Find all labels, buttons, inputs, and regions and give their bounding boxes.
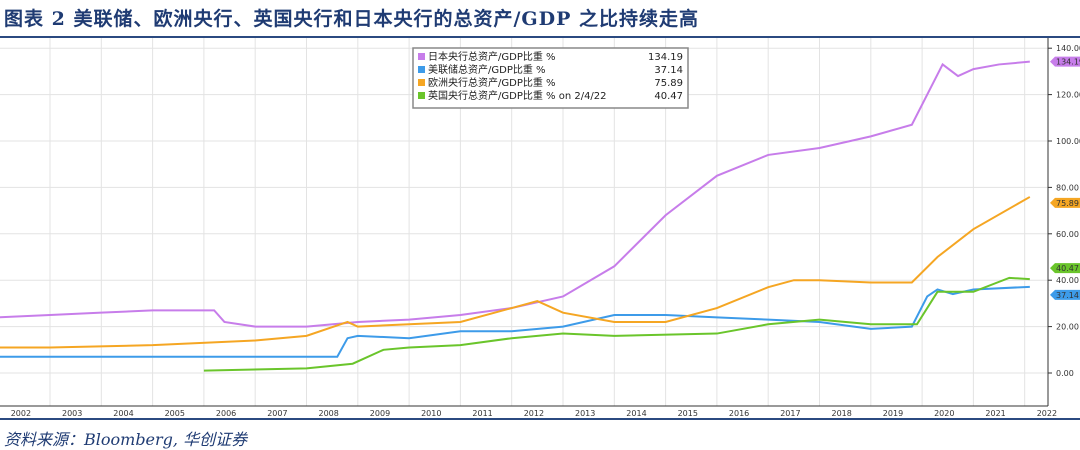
x-tick-label: 2002 xyxy=(11,409,31,418)
x-tick-label: 2015 xyxy=(678,409,698,418)
legend-label: 日本央行总资产/GDP比重 % xyxy=(428,50,556,63)
title-divider xyxy=(0,36,1080,38)
value-tag-label-1: 37.14 xyxy=(1056,291,1079,300)
x-tick-label: 2011 xyxy=(472,409,492,418)
x-tick-label: 2003 xyxy=(62,409,82,418)
series-line-1 xyxy=(0,285,1030,358)
legend-value: 134.19 xyxy=(648,52,683,63)
legend-value: 40.47 xyxy=(654,91,683,102)
source-note: 资料来源：Bloomberg, 华创证券 xyxy=(4,430,248,449)
x-tick-label: 2004 xyxy=(113,409,133,418)
legend-box xyxy=(412,47,689,109)
chart: 0.00 20.00 40.00 60.00 80.00 100.00 120.00 140.… xyxy=(0,38,1080,418)
series-line-3 xyxy=(203,276,1030,372)
figure-title: 图表 2 美联储、欧洲央行、英国央行和日本央行的总资产/GDP 之比持续走高 xyxy=(4,8,699,30)
y-tick-label: 100.00 xyxy=(1056,137,1080,146)
y-tick-label: 140.00 xyxy=(1056,44,1080,53)
series-line-0 xyxy=(0,60,1030,328)
value-tag-0 xyxy=(1050,56,1080,67)
x-tick-label: 2010 xyxy=(421,409,441,418)
legend-swatch xyxy=(418,66,425,73)
legend-label: 英国央行总资产/GDP比重 % on 2/4/22 xyxy=(428,89,607,102)
value-tag-label-0: 134.19 xyxy=(1056,58,1080,67)
y-tick-label: 0.00 xyxy=(1056,369,1074,378)
y-tick-label: 40.00 xyxy=(1056,276,1079,285)
value-tag-3 xyxy=(1050,263,1080,274)
x-tick-label: 2022 xyxy=(1037,409,1057,418)
y-tick-label: 20.00 xyxy=(1056,323,1079,332)
legend-swatch xyxy=(418,79,425,86)
x-tick-label: 2013 xyxy=(575,409,595,418)
x-tick-label: 2017 xyxy=(780,409,800,418)
value-tag-label-2: 75.89 xyxy=(1056,199,1079,208)
x-tick-label: 2007 xyxy=(267,409,287,418)
value-tag-label-3: 40.47 xyxy=(1056,264,1079,273)
y-tick-label: 80.00 xyxy=(1056,183,1079,192)
y-tick-label: 120.00 xyxy=(1056,91,1080,100)
x-tick-label: 2005 xyxy=(165,409,185,418)
x-tick-label: 2020 xyxy=(934,409,954,418)
x-tick-label: 2016 xyxy=(729,409,749,418)
x-tick-label: 2021 xyxy=(985,409,1005,418)
x-tick-label: 2006 xyxy=(216,409,236,418)
bottom-divider xyxy=(0,418,1080,420)
legend-swatch xyxy=(418,92,425,99)
x-tick-label: 2009 xyxy=(370,409,390,418)
series-line-2 xyxy=(0,196,1031,349)
value-tag-1 xyxy=(1050,289,1080,300)
legend-value: 37.14 xyxy=(654,65,683,76)
y-tick-label: 60.00 xyxy=(1056,230,1079,239)
legend-swatch xyxy=(418,53,425,60)
legend-value: 75.89 xyxy=(654,78,683,89)
legend-label: 欧洲央行总资产/GDP比重 % xyxy=(428,76,556,89)
x-tick-label: 2012 xyxy=(524,409,544,418)
x-tick-label: 2018 xyxy=(832,409,852,418)
value-tag-2 xyxy=(1050,197,1080,208)
x-tick-label: 2008 xyxy=(319,409,339,418)
legend-label: 美联储总资产/GDP比重 % xyxy=(428,63,546,76)
x-tick-label: 2014 xyxy=(626,409,646,418)
x-tick-label: 2019 xyxy=(883,409,903,418)
